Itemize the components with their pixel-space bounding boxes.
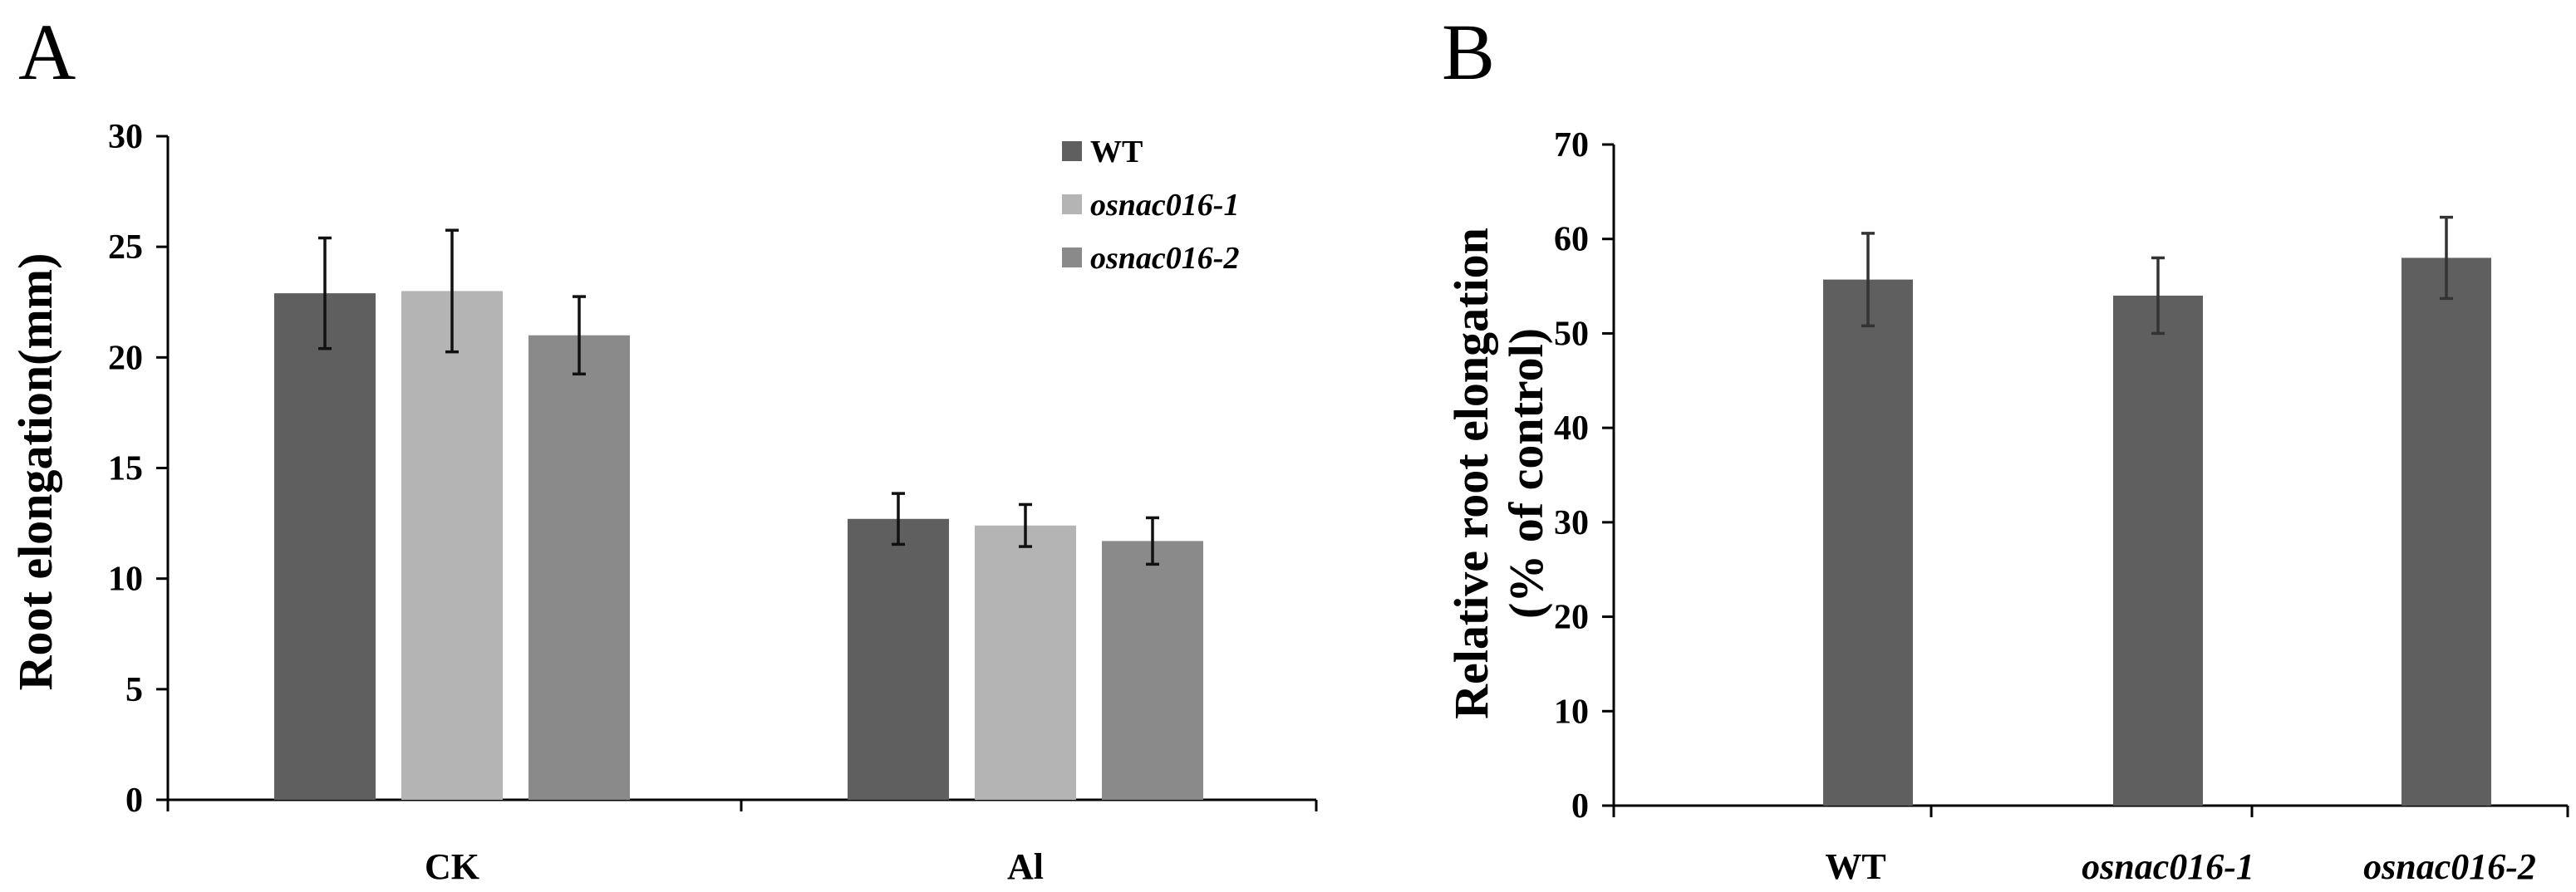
legend-swatch-osnac016-1 [1062,194,1082,214]
legend-swatch-osnac016-2 [1062,248,1082,267]
panel-a-y-tick-label: 0 [125,782,143,820]
legend-label-osnac016-1: osnac016-1 [1090,188,1239,223]
panel-b-y-tick-label: 70 [1554,126,1589,164]
panel-b-y-axis-title-line-2: (% of control) [1499,328,1553,619]
x-category-label-osnac016-2: osnac016-2 [2363,846,2536,887]
panel-b-y-tick-label: 10 [1554,693,1589,731]
panel-b-letter: B [1442,7,1495,96]
panel-b-y-tick-label: 40 [1554,409,1589,448]
panel-a-y-tick-label: 30 [108,118,143,156]
panel-b-y-tick-label: 0 [1571,787,1589,826]
panel-a-y-tick-label: 15 [108,450,143,488]
bar-WT [1823,279,1913,806]
panel-b-y-tick-label: 50 [1554,315,1589,353]
bar-osnac016-2-Al [1102,541,1203,800]
bar-osnac016-1-CK [401,291,503,800]
panel-b: B Relative root elongation (% of control… [1442,7,2569,887]
legend-label-WT: WT [1090,135,1143,169]
panel-b-y-tick-label: 20 [1554,599,1589,637]
x-category-label-CK: CK [425,846,479,887]
legend-swatch-WT [1062,141,1082,161]
panel-b-y-tick-label: 60 [1554,221,1589,259]
bar-osnac016-1-Al [975,525,1076,800]
panel-b-y-tick-label: 30 [1554,504,1589,542]
bar-WT-Al [848,518,949,800]
panel-a-y-tick-label: 5 [125,671,143,709]
panel-b-bars: WT osnac016-1 osnac016-2 [1823,215,2536,887]
panel-a-legend: WT osnac016-1 osnac016-2 [1062,135,1239,276]
bar-osnac016-1 [2113,295,2203,806]
x-category-label-osnac016-1: osnac016-1 [2082,846,2254,887]
panel-a-y-axis-title: Root elongation(mm) [8,253,62,691]
bar-osnac016-2-CK [528,335,630,800]
panel-a-y-tick-label: 25 [108,228,143,267]
panel-b-axes: 0 10 20 30 40 50 60 70 [1554,126,2569,826]
bar-osnac016-2 [2401,257,2491,806]
panel-a-y-tick-label: 20 [108,339,143,377]
x-category-label-Al: Al [1007,846,1044,887]
panel-a-bars: CK Al [274,228,1203,887]
panel-a-letter: A [18,7,76,96]
panel-a-y-tick-label: 10 [108,561,143,599]
panel-b-y-axis-title-line-1: Relative root elongation [1444,228,1498,719]
x-category-label-WT: WT [1825,846,1885,887]
legend-label-osnac016-2: osnac016-2 [1090,241,1239,276]
bar-WT-CK [274,293,376,800]
